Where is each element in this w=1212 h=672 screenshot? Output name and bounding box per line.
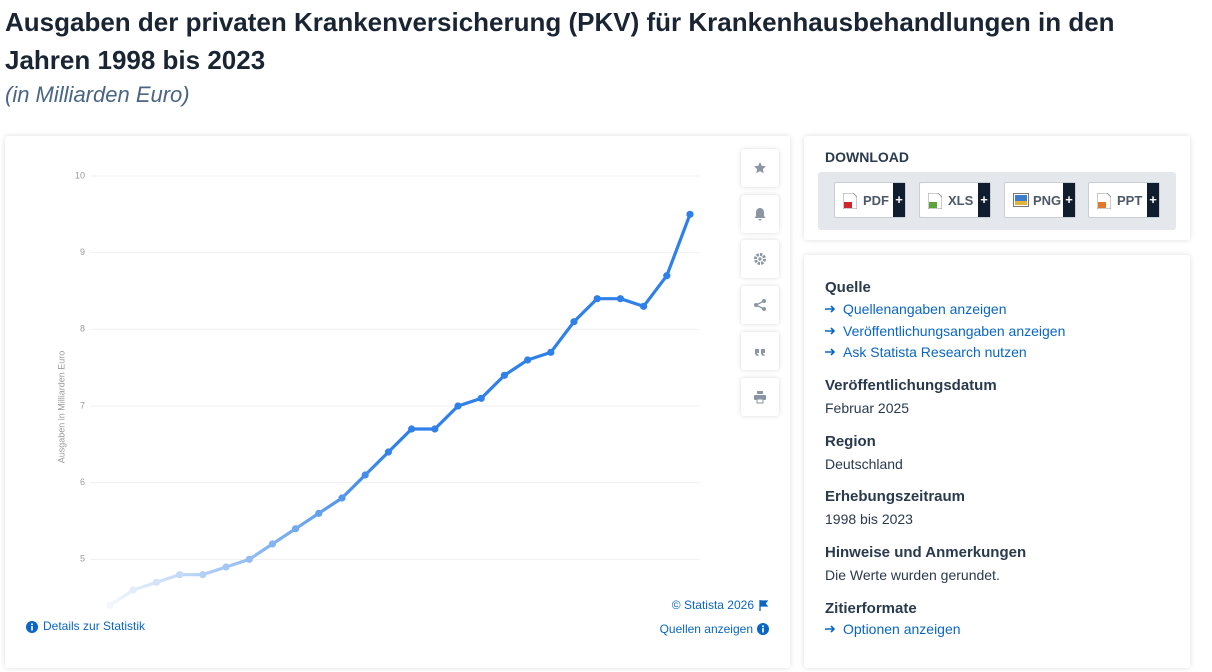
y-tick-label: 5 — [80, 554, 85, 564]
plus: + — [1063, 183, 1075, 217]
point — [524, 356, 532, 364]
citation-heading: Zitierformate — [825, 600, 917, 617]
y-tick-label: 10 — [75, 170, 85, 180]
point — [408, 425, 416, 433]
arrow-icon — [825, 348, 836, 356]
page-subtitle: (in Milliarden Euro) — [5, 82, 190, 107]
section-text: 1998 bis 2023 — [825, 511, 913, 528]
citation-link[interactable]: Optionen anzeigen — [843, 621, 961, 637]
chart: Ausgaben in Milliarden Euro 5 6 7 8 9 10 — [56, 170, 700, 609]
section-text: Die Werte wurden gerundet. — [825, 567, 1000, 584]
source-link[interactable]: Ask Statista Research nutzen — [843, 344, 1027, 360]
settings-button[interactable] — [741, 240, 779, 278]
section-heading: Hinweise und Anmerkungen — [825, 544, 1027, 562]
y-tick-label: 8 — [80, 324, 85, 334]
point — [315, 509, 323, 517]
flag-icon[interactable] — [759, 600, 769, 611]
y-tick-label: 9 — [80, 247, 85, 257]
download-heading: DOWNLOAD — [825, 149, 909, 165]
point — [500, 371, 508, 379]
format-label: PDF — [863, 193, 889, 208]
point — [570, 318, 578, 326]
source-link[interactable]: Quellenangaben anzeigen — [843, 301, 1007, 317]
point — [384, 448, 392, 456]
pdf-button[interactable]: PDF + — [834, 182, 906, 218]
info-icon — [26, 621, 38, 633]
info-icon — [757, 623, 769, 635]
share-button[interactable] — [741, 286, 779, 324]
point — [477, 394, 485, 402]
cite-button[interactable] — [741, 332, 779, 370]
point — [106, 601, 114, 609]
section-text: Februar 2025 — [825, 400, 910, 416]
png-button[interactable]: PNG + — [1004, 182, 1076, 218]
format-label: PPT — [1117, 193, 1143, 208]
point — [268, 540, 276, 548]
alert-button[interactable] — [741, 195, 779, 233]
source-link[interactable]: Veröffentlichungsangaben anzeigen — [843, 322, 1066, 339]
section-text: Deutschland — [825, 455, 903, 472]
copyright: © Statista 2026 — [672, 598, 754, 612]
print-button[interactable] — [741, 378, 779, 416]
source-heading: Quelle — [825, 279, 871, 296]
point — [222, 563, 230, 571]
details-link[interactable]: Details zur Statistik — [43, 619, 146, 633]
point — [616, 295, 625, 303]
chart-card: Ausgaben in Milliarden Euro 5 6 7 8 9 10 © St… — [5, 136, 790, 668]
download-bar: PDF + XLS + PNG + PPT + — [818, 172, 1176, 230]
xls-button[interactable]: XLS + — [919, 182, 991, 218]
y-axis-title: Ausgaben in Milliarden Euro — [56, 351, 66, 464]
point — [686, 210, 694, 218]
point — [454, 402, 462, 410]
copyright-text: © Statista 2026 — [671, 598, 754, 612]
point — [129, 586, 137, 594]
point — [663, 272, 671, 280]
plus: + — [893, 183, 905, 217]
section-heading: Erhebungszeitraum — [825, 488, 966, 506]
point — [245, 555, 253, 563]
sources-link[interactable]: Quellen anzeigen — [659, 622, 753, 636]
y-tick-label: 7 — [80, 400, 85, 410]
plus: + — [1147, 183, 1159, 217]
point — [199, 571, 207, 579]
page-title: Ausgaben der privaten Krankenversicherun… — [5, 7, 1115, 75]
line — [109, 213, 692, 607]
plus: + — [978, 183, 990, 217]
section-heading: Veröffentlichungsdatum — [825, 377, 997, 394]
format-label: XLS — [948, 193, 974, 208]
point — [593, 295, 601, 303]
format-label: PNG — [1033, 193, 1062, 208]
y-tick-label: 6 — [80, 477, 85, 487]
point — [547, 348, 555, 356]
arrow-icon — [825, 305, 836, 313]
download-card: DOWNLOAD PDF + XLS + PNG + PPT + — [804, 136, 1190, 240]
point — [361, 471, 369, 479]
point — [338, 494, 346, 502]
arrow-icon — [825, 625, 836, 633]
point — [640, 302, 648, 310]
point — [292, 525, 300, 533]
point — [431, 425, 439, 433]
section-heading: Region — [825, 432, 876, 450]
ppt-button[interactable]: PPT + — [1088, 182, 1160, 218]
favorite-button[interactable] — [741, 149, 779, 187]
info-card: Quelle Zitierformate Optionen anzeigen Q… — [804, 255, 1190, 668]
arrow-icon — [825, 326, 836, 335]
point — [176, 571, 184, 579]
point — [152, 578, 160, 586]
